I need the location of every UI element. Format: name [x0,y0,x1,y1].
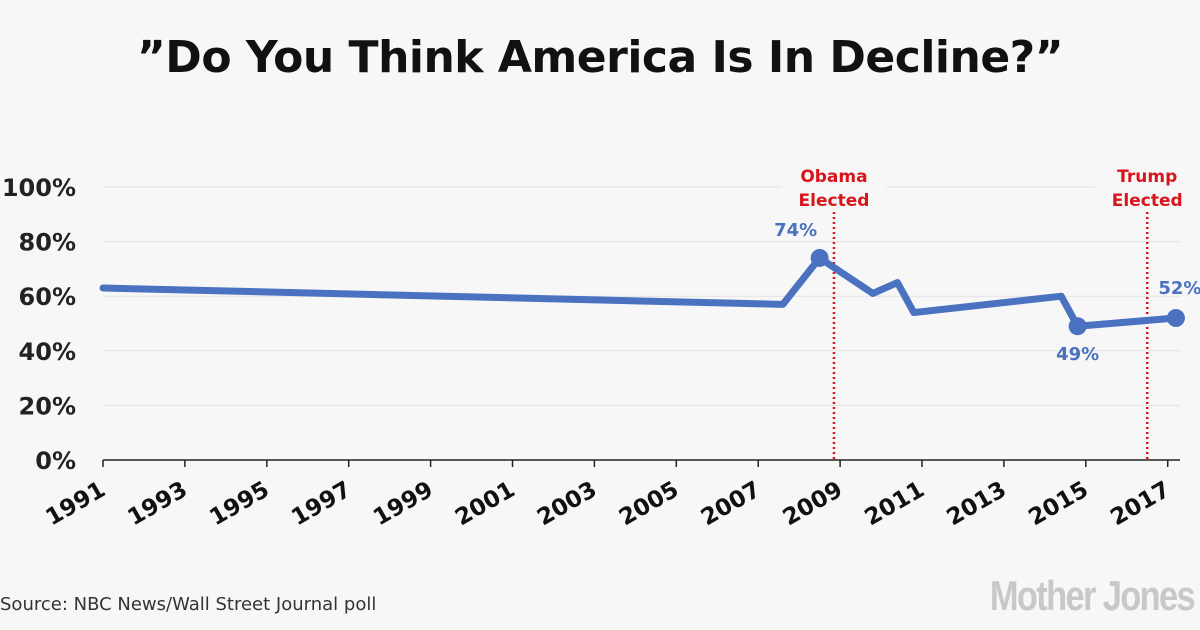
x-tick-label: 2013 [942,477,1010,532]
source-note: Source: NBC News/Wall Street Journal pol… [0,594,377,615]
x-tick-label: 2005 [615,477,683,532]
x-tick-label: 2007 [697,477,765,532]
event-label-bg [1095,160,1200,212]
x-tick-label: 2001 [451,477,519,532]
x-tick-label: 1995 [205,477,273,532]
y-tick-label: 0% [35,447,76,475]
event-label-bg [781,160,886,212]
chart-title: ”Do You Think America Is In Decline?” [136,32,1064,83]
x-tick-label: 1991 [42,477,110,532]
x-tick-label: 2017 [1106,477,1174,532]
x-tick-label: 2015 [1024,477,1092,532]
y-tick-label: 80% [19,229,76,257]
event-label: Obama [800,167,867,187]
event-label: Elected [1112,191,1183,211]
x-tick-label: 2011 [861,477,929,532]
data-label: 52% [1158,278,1200,299]
x-tick-label: 2009 [779,477,847,532]
data-point [1068,317,1087,336]
x-tick-label: 1999 [369,477,437,532]
event-label: Elected [799,191,870,211]
data-label: 74% [774,220,817,241]
event-label: Trump [1117,167,1177,187]
y-tick-label: 100% [2,174,76,202]
x-tick-label: 1997 [287,477,355,532]
y-tick-label: 60% [19,283,76,311]
x-tick-label: 2003 [533,477,601,532]
data-point [1166,309,1185,328]
y-tick-label: 40% [19,338,76,366]
y-tick-label: 20% [19,392,76,420]
series-line [99,254,1180,330]
data-label: 49% [1056,344,1099,365]
x-tick-label: 1993 [123,477,191,532]
mother-jones-logo: Mother Jones [989,572,1196,619]
data-point [810,248,829,267]
